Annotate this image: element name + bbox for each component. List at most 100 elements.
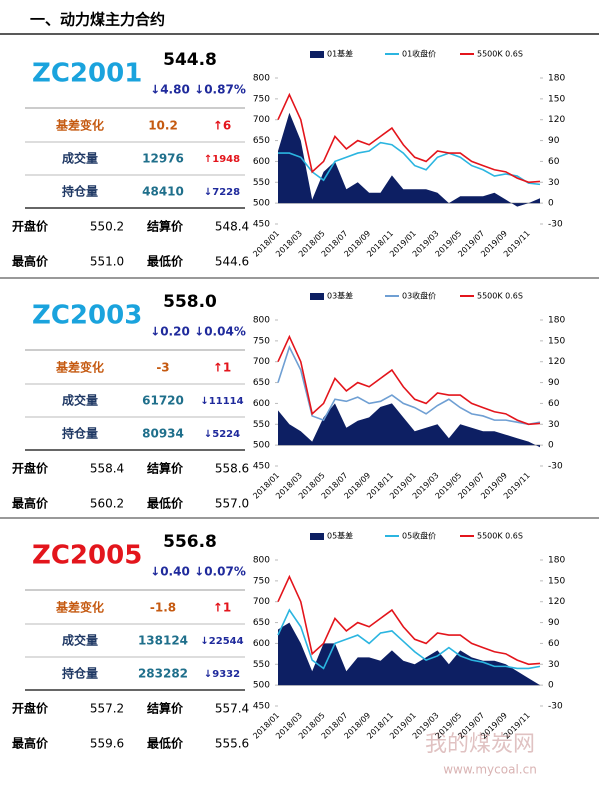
row-change: ↑1 bbox=[213, 601, 231, 615]
row-value: 138124 bbox=[138, 634, 188, 648]
basis-area bbox=[278, 112, 540, 207]
contract-code: ZC2005 bbox=[32, 541, 142, 571]
row-value: -1.8 bbox=[150, 601, 176, 615]
price-label: 最低价 bbox=[147, 736, 184, 751]
y2-tick-label: 60 bbox=[548, 639, 560, 649]
price-label: 最高价 bbox=[12, 254, 49, 269]
price-line bbox=[277, 574, 541, 666]
row-value: 61720 bbox=[142, 394, 184, 408]
price-label: 最高价 bbox=[12, 496, 49, 511]
price: 556.8 bbox=[163, 532, 217, 552]
price: 544.8 bbox=[163, 50, 217, 70]
change: ↓0.40 bbox=[150, 565, 190, 579]
price-value: 558.6 bbox=[215, 462, 249, 476]
row-change: ↓9332 bbox=[204, 669, 240, 680]
price-line bbox=[277, 344, 541, 426]
price-label: 开盘价 bbox=[12, 701, 49, 716]
row-value: 48410 bbox=[142, 185, 184, 199]
row-label: 持仓量 bbox=[62, 666, 98, 681]
y-tick-label: 600 bbox=[253, 399, 270, 409]
row-change: ↓11114 bbox=[200, 396, 243, 407]
y2-tick-label: -30 bbox=[548, 702, 563, 712]
row-change: ↓7228 bbox=[204, 187, 240, 198]
y-tick-label: 750 bbox=[253, 336, 270, 346]
legend-swatch bbox=[310, 293, 324, 300]
price: 558.0 bbox=[163, 292, 217, 312]
y-tick-label: 550 bbox=[253, 420, 270, 430]
row-label: 基差变化 bbox=[55, 118, 104, 133]
price-label: 开盘价 bbox=[12, 461, 49, 476]
legend-swatch bbox=[310, 533, 324, 540]
row-change: ↑6 bbox=[213, 119, 231, 133]
change-pct: ↓0.87% bbox=[194, 83, 246, 97]
price-value: 557.2 bbox=[90, 702, 124, 716]
y2-tick-label: 0 bbox=[548, 441, 554, 451]
row-label: 成交量 bbox=[62, 393, 98, 408]
price-label: 结算价 bbox=[147, 701, 184, 716]
y-tick-label: 550 bbox=[253, 178, 270, 188]
price-label: 结算价 bbox=[147, 219, 184, 234]
legend-label: 5500K 0.6S bbox=[477, 50, 523, 59]
y-tick-label: 500 bbox=[253, 199, 270, 209]
y-tick-label: 650 bbox=[253, 618, 270, 628]
y2-tick-label: 180 bbox=[548, 316, 565, 326]
price-label: 最低价 bbox=[147, 254, 184, 269]
row-label: 持仓量 bbox=[62, 426, 98, 441]
price-value: 557.0 bbox=[215, 497, 249, 511]
legend-label: 01基差 bbox=[327, 49, 353, 59]
row-label: 基差变化 bbox=[55, 360, 104, 375]
basis-area bbox=[278, 403, 540, 448]
y2-tick-label: 0 bbox=[548, 681, 554, 691]
price-value: 544.6 bbox=[215, 255, 249, 269]
contract-code: ZC2001 bbox=[32, 59, 142, 89]
y2-tick-label: 120 bbox=[548, 357, 565, 367]
price-value: 560.2 bbox=[90, 497, 124, 511]
price-label: 开盘价 bbox=[12, 219, 49, 234]
price-value: 559.6 bbox=[90, 737, 124, 751]
price-label: 结算价 bbox=[147, 461, 184, 476]
y2-tick-label: 30 bbox=[548, 178, 560, 188]
row-change: ↓5224 bbox=[204, 429, 240, 440]
y-tick-label: 800 bbox=[253, 316, 270, 326]
price-value: 551.0 bbox=[90, 255, 124, 269]
y-tick-label: 550 bbox=[253, 660, 270, 670]
y-tick-label: 500 bbox=[253, 441, 270, 451]
y2-tick-label: 120 bbox=[548, 115, 565, 125]
y-tick-label: 750 bbox=[253, 94, 270, 104]
price-value: 550.2 bbox=[90, 220, 124, 234]
legend-label: 5500K 0.6S bbox=[477, 292, 523, 301]
y2-tick-label: 90 bbox=[548, 136, 560, 146]
change-pct: ↓0.04% bbox=[194, 325, 246, 339]
y-tick-label: 700 bbox=[253, 357, 270, 367]
price-value: 558.4 bbox=[90, 462, 124, 476]
y-tick-label: 450 bbox=[253, 220, 270, 230]
y2-tick-label: 60 bbox=[548, 157, 560, 167]
y-tick-label: 700 bbox=[253, 115, 270, 125]
legend-label: 5500K 0.6S bbox=[477, 532, 523, 541]
header-title: 一、动力煤主力合约 bbox=[30, 11, 165, 29]
y2-tick-label: 150 bbox=[548, 576, 565, 586]
y2-tick-label: 150 bbox=[548, 94, 565, 104]
y-tick-label: 650 bbox=[253, 136, 270, 146]
change: ↓4.80 bbox=[150, 83, 190, 97]
basis-area bbox=[278, 622, 540, 686]
legend-label: 03基差 bbox=[327, 291, 353, 301]
price-value: 548.4 bbox=[215, 220, 249, 234]
change: ↓0.20 bbox=[150, 325, 190, 339]
row-value: 80934 bbox=[142, 427, 184, 441]
y2-tick-label: 120 bbox=[548, 597, 565, 607]
legend-label: 01收盘价 bbox=[402, 49, 436, 59]
y-tick-label: 600 bbox=[253, 157, 270, 167]
y2-tick-label: 60 bbox=[548, 399, 560, 409]
row-label: 基差变化 bbox=[55, 600, 104, 615]
legend-swatch bbox=[310, 51, 324, 58]
y-tick-label: 800 bbox=[253, 74, 270, 84]
row-change: ↑1 bbox=[213, 361, 231, 375]
contract-code: ZC2003 bbox=[32, 301, 142, 331]
row-label: 成交量 bbox=[62, 151, 98, 166]
change-pct: ↓0.07% bbox=[194, 565, 246, 579]
y2-tick-label: -30 bbox=[548, 462, 563, 472]
y2-tick-label: 90 bbox=[548, 618, 560, 628]
row-label: 成交量 bbox=[62, 633, 98, 648]
